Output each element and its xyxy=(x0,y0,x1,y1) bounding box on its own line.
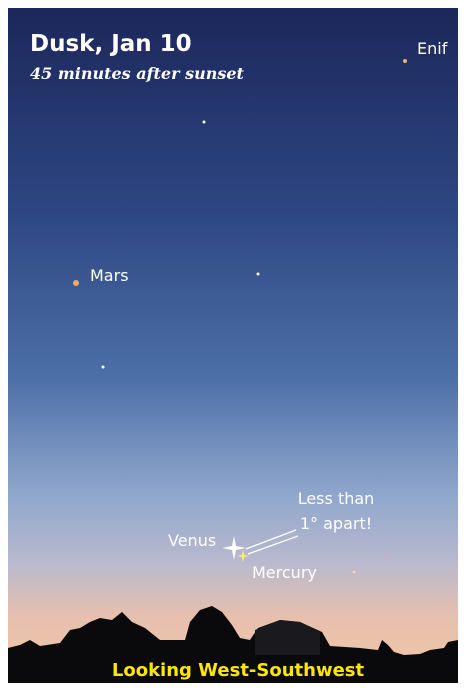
subtitle: 45 minutes after sunset xyxy=(30,64,245,83)
horizon-silhouette xyxy=(8,606,458,683)
star xyxy=(202,120,206,124)
sky xyxy=(8,8,458,683)
star xyxy=(256,272,260,276)
mars-label: Mars xyxy=(90,266,129,285)
star xyxy=(352,570,356,574)
mercury-label: Mercury xyxy=(252,563,317,582)
enif-star xyxy=(403,59,407,63)
footer: Looking West-Southwest xyxy=(112,660,365,681)
title: Dusk, Jan 10 xyxy=(30,31,192,57)
annotation-line: Less than xyxy=(298,489,375,508)
enif-label: Enif xyxy=(417,39,448,58)
pointer-line xyxy=(245,529,297,550)
annotation-line: 1° apart! xyxy=(300,514,372,533)
mars-dot xyxy=(73,280,79,286)
star xyxy=(385,553,389,557)
venus-label: Venus xyxy=(168,531,216,550)
star xyxy=(101,365,105,369)
pointer-line xyxy=(247,535,299,555)
venus-sparkle xyxy=(222,536,246,560)
barn xyxy=(255,620,320,655)
mercury-sparkle xyxy=(237,550,249,562)
